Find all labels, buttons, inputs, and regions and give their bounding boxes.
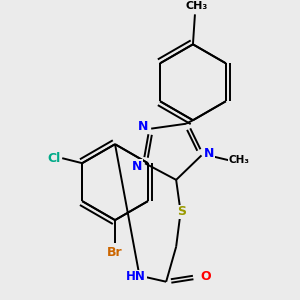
Text: CH₃: CH₃ <box>186 2 208 11</box>
Text: N: N <box>138 120 148 133</box>
Text: N: N <box>132 160 142 173</box>
Text: Cl: Cl <box>48 152 61 165</box>
Text: CH₃: CH₃ <box>229 155 250 165</box>
Text: S: S <box>177 205 186 218</box>
Text: HN: HN <box>126 270 146 283</box>
Text: N: N <box>204 147 215 160</box>
Text: Br: Br <box>107 246 123 259</box>
Text: O: O <box>201 270 212 283</box>
